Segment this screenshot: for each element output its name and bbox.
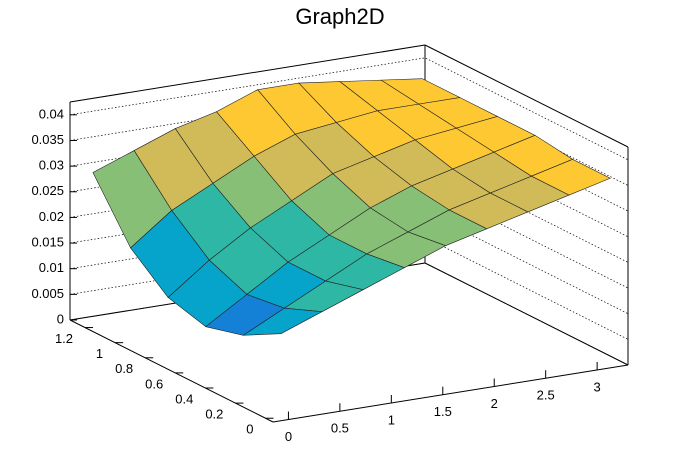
- y-tick-label: 1.2: [55, 331, 73, 346]
- y-tick-label: 0.6: [145, 376, 163, 391]
- box-edge: [272, 364, 629, 423]
- box-edge: [69, 319, 274, 423]
- x-tick-label: 1: [388, 412, 395, 427]
- y-tick-label: 0.4: [175, 391, 193, 406]
- z-tick-label: 0.005: [31, 286, 64, 301]
- y-tick-label: 0.2: [205, 407, 223, 422]
- x-tick-label: 3: [594, 379, 601, 394]
- x-tick-label: 2.5: [537, 388, 555, 403]
- box-edge: [69, 44, 426, 103]
- z-tick-label: 0.035: [31, 132, 64, 147]
- x-tick-label: 0: [285, 429, 292, 444]
- z-tick-label: 0.015: [31, 234, 64, 249]
- x-tick-label: 0.5: [331, 421, 349, 436]
- surface-cell: [242, 307, 324, 336]
- z-tick-label: 0.02: [39, 209, 64, 224]
- z-tick-label: 0.03: [39, 158, 64, 173]
- z-tick-label: 0.01: [39, 260, 64, 275]
- z-tick-label: 0: [57, 311, 64, 326]
- x-tick-label: 1.5: [434, 404, 452, 419]
- z-tick-label: 0.04: [39, 106, 64, 121]
- chart-title: Graph2D: [295, 4, 384, 29]
- y-tick-label: 1: [96, 346, 103, 361]
- box-edge: [424, 44, 629, 148]
- z-tick-label: 0.025: [31, 183, 64, 198]
- x-tick-label: 2: [491, 396, 498, 411]
- y-tick-label: 0: [246, 422, 253, 437]
- grid-line: [69, 57, 629, 161]
- y-tick-label: 0.8: [115, 361, 133, 376]
